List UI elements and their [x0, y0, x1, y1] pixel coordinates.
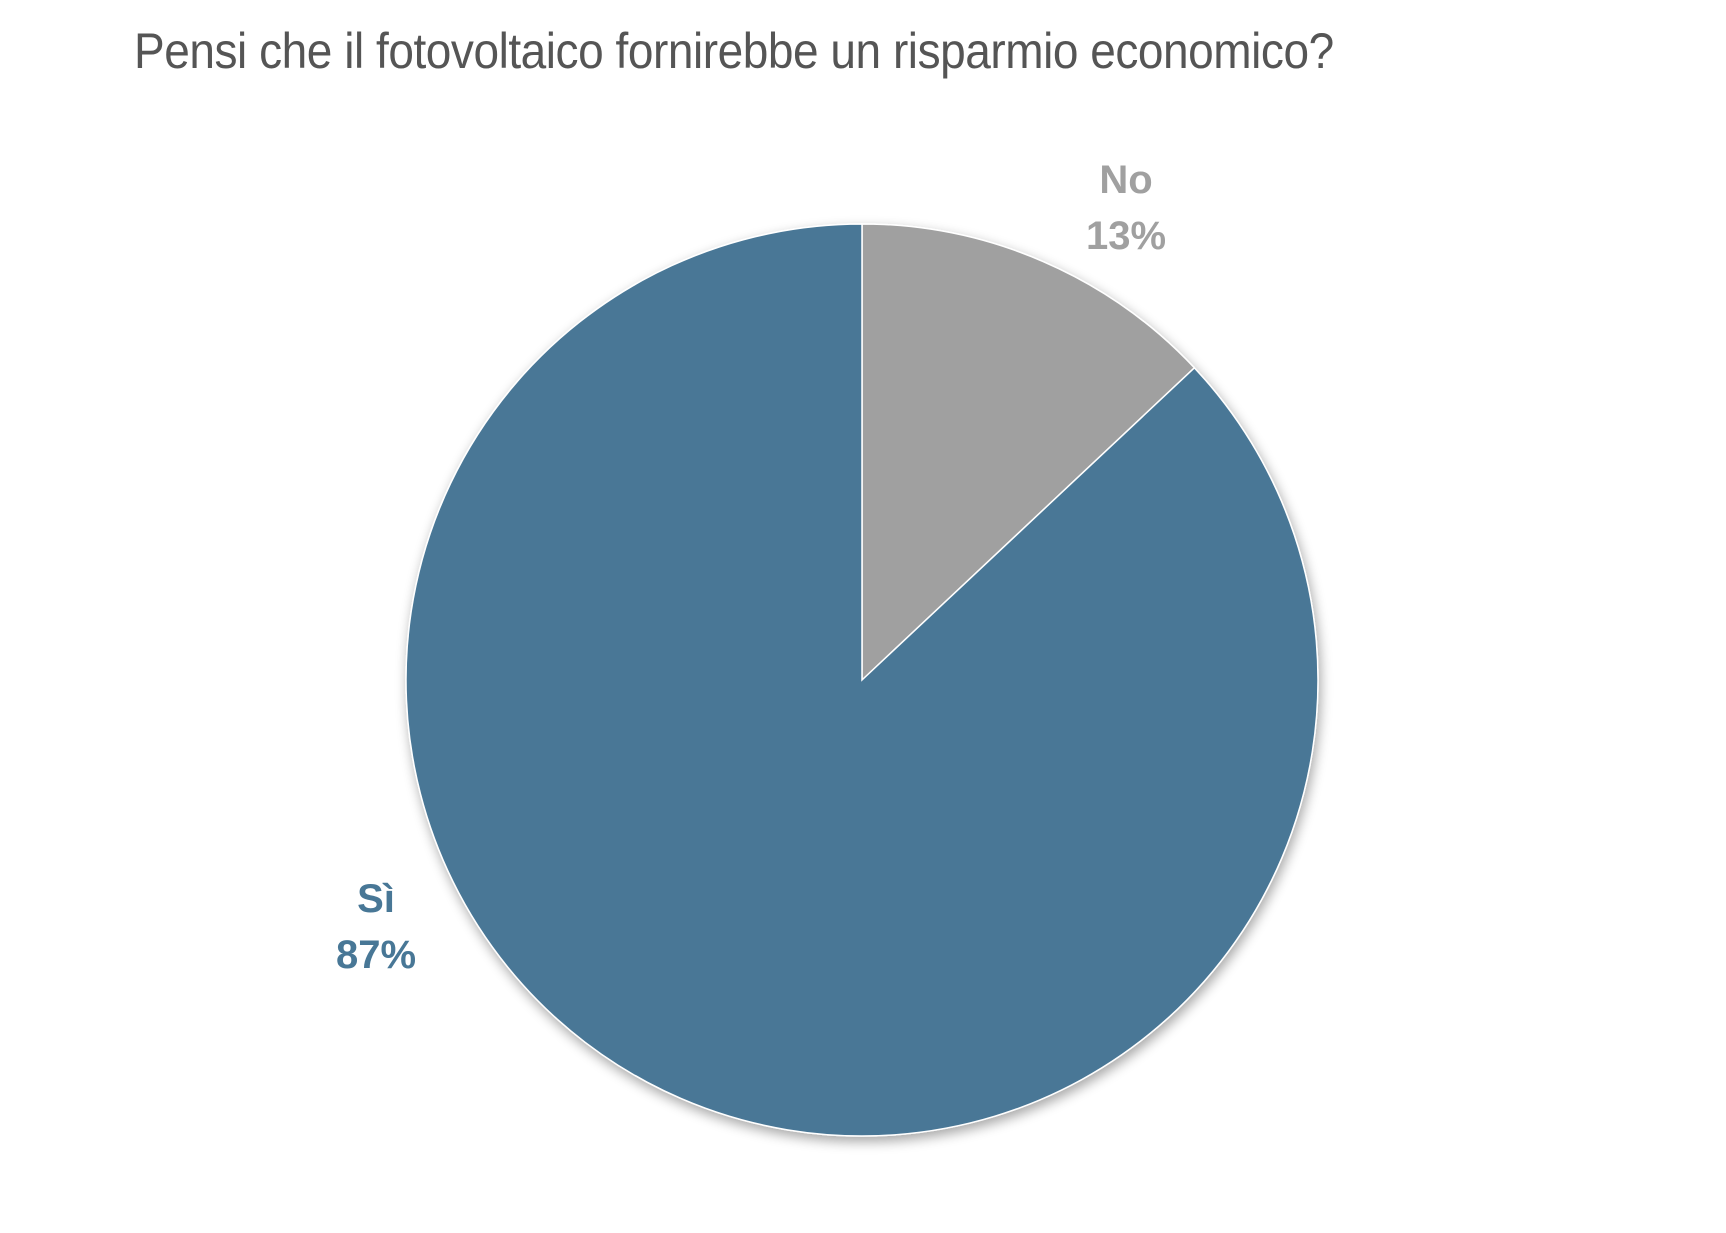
slice-label-name-no: No — [1099, 158, 1152, 202]
slice-label-value-no: 13% — [1086, 214, 1166, 258]
pie-slice-no — [861, 223, 1196, 682]
slice-label-name-si: Sì — [357, 877, 395, 921]
pie-slice-si — [405, 223, 1319, 1137]
pie-labels: No 13% Sì 87% — [336, 158, 1166, 977]
slice-label-value-si: 87% — [336, 933, 416, 977]
chart-title: Pensi che il fotovoltaico fornirebbe un … — [134, 23, 1334, 79]
pie-slices — [405, 223, 1319, 1137]
